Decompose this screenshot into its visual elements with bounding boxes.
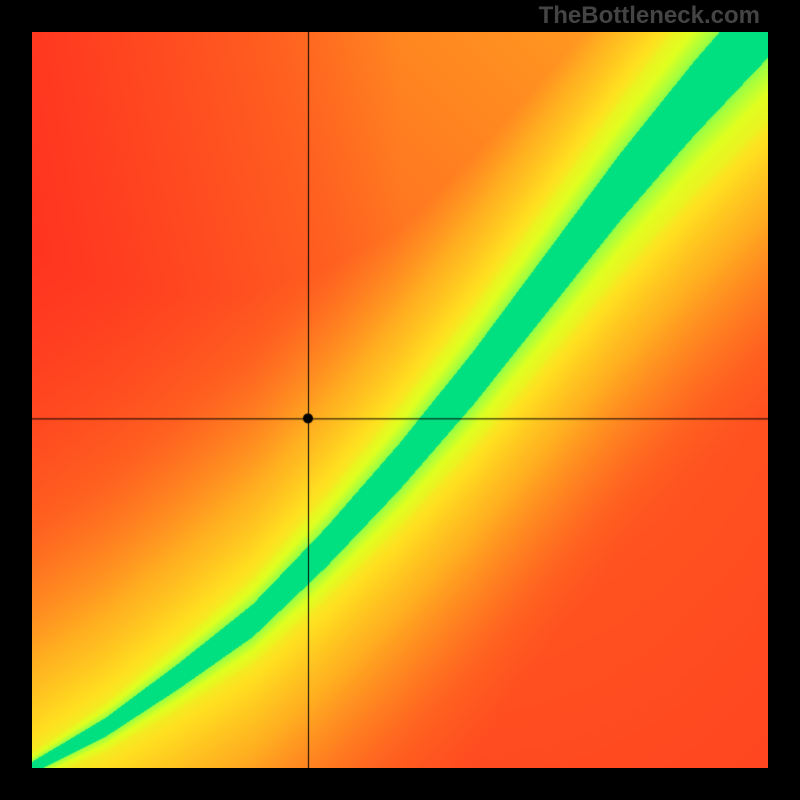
chart-container: TheBottleneck.com <box>0 0 800 800</box>
watermark-text: TheBottleneck.com <box>539 2 760 30</box>
heatmap-canvas <box>32 32 768 768</box>
